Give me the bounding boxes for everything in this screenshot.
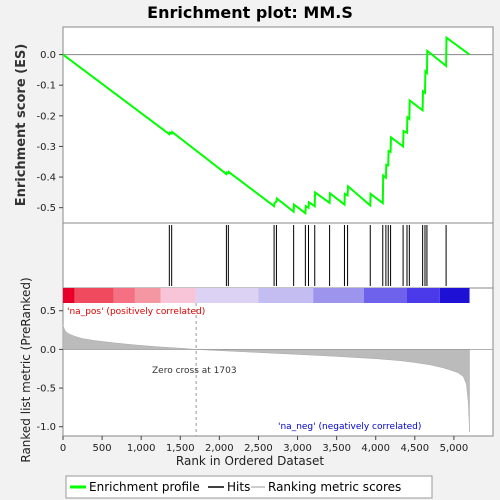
x-tick-label: 1,000 xyxy=(127,443,156,454)
legend-enrichment-label: Enrichment profile xyxy=(89,480,200,494)
rank-ytick-label: 0.5 xyxy=(40,306,56,317)
hits-panel xyxy=(62,222,494,289)
es-ytick-label: -0.5 xyxy=(36,203,56,214)
legend-hits-label: Hits xyxy=(227,480,250,494)
chart-title: Enrichment plot: MM.S xyxy=(147,3,353,22)
heatmap-segment xyxy=(63,288,75,303)
rank-layer: 0.5 0.0 -0.5 -1.0 xyxy=(36,303,493,436)
es-ytick-label: -0.3 xyxy=(36,142,56,153)
x-tick-label: 1,500 xyxy=(166,443,195,454)
heatmap-segment xyxy=(74,288,114,303)
heatmap-bar xyxy=(63,288,470,303)
heatmap-segment xyxy=(160,288,196,303)
rank-ytick-label: -0.5 xyxy=(36,384,56,395)
neg-label: 'na_neg' (negatively correlated) xyxy=(278,422,421,432)
x-tick-label: 2,500 xyxy=(244,443,273,454)
heatmap-segment xyxy=(258,288,314,303)
x-tick-label: 4,000 xyxy=(361,443,390,454)
legend: Enrichment profile Hits Ranking metric s… xyxy=(65,475,433,499)
x-tick-label: 3,000 xyxy=(283,443,312,454)
pos-label: 'na_pos' (positively correlated) xyxy=(67,307,205,317)
enrichment-profile-line xyxy=(62,35,471,216)
es-ylabel: Enrichment score (ES) xyxy=(14,44,29,207)
heatmap-segment xyxy=(313,288,364,303)
x-axis: 0 500 1,000 1,500 2,000 2,500 3,000 3,500 4,000 4… xyxy=(60,436,468,454)
x-tick-label: 0 xyxy=(60,443,66,454)
es-ytick-label: -0.2 xyxy=(36,111,56,122)
es-ytick-label: 0.0 xyxy=(40,50,56,61)
x-tick-label: 500 xyxy=(93,443,112,454)
es-layer: 0.0 -0.1 -0.2 -0.3 -0.4 -0.5 xyxy=(36,35,493,216)
heatmap-segment xyxy=(407,288,440,303)
x-tick-label: 2,000 xyxy=(205,443,234,454)
es-ytick-label: -0.4 xyxy=(36,173,56,184)
x-tick-label: 4,500 xyxy=(400,443,429,454)
heatmap-segment xyxy=(134,288,161,303)
rank-ylabel: Ranked list metric (PreRanked) xyxy=(19,277,33,462)
x-tick-label: 5,000 xyxy=(440,443,469,454)
es-panel xyxy=(62,26,494,224)
x-tick-label: 3,500 xyxy=(322,443,351,454)
hits-layer xyxy=(168,225,447,286)
es-ytick-label: -0.1 xyxy=(36,81,56,92)
heatmap-segment xyxy=(113,288,135,303)
rank-ytick-label: -1.0 xyxy=(36,422,56,433)
heatmap-segment xyxy=(439,288,470,303)
zero-cross-label: Zero cross at 1703 xyxy=(152,366,237,376)
ranking-metric-area xyxy=(62,324,470,433)
heatmap-segment xyxy=(364,288,407,303)
legend-box xyxy=(65,475,433,499)
x-axis-label: Rank in Ordered Dataset xyxy=(176,454,324,468)
legend-ranking-label: Ranking metric scores xyxy=(268,480,401,494)
heatmap-segment xyxy=(195,288,259,303)
rank-ytick-label: 0.0 xyxy=(40,345,56,356)
